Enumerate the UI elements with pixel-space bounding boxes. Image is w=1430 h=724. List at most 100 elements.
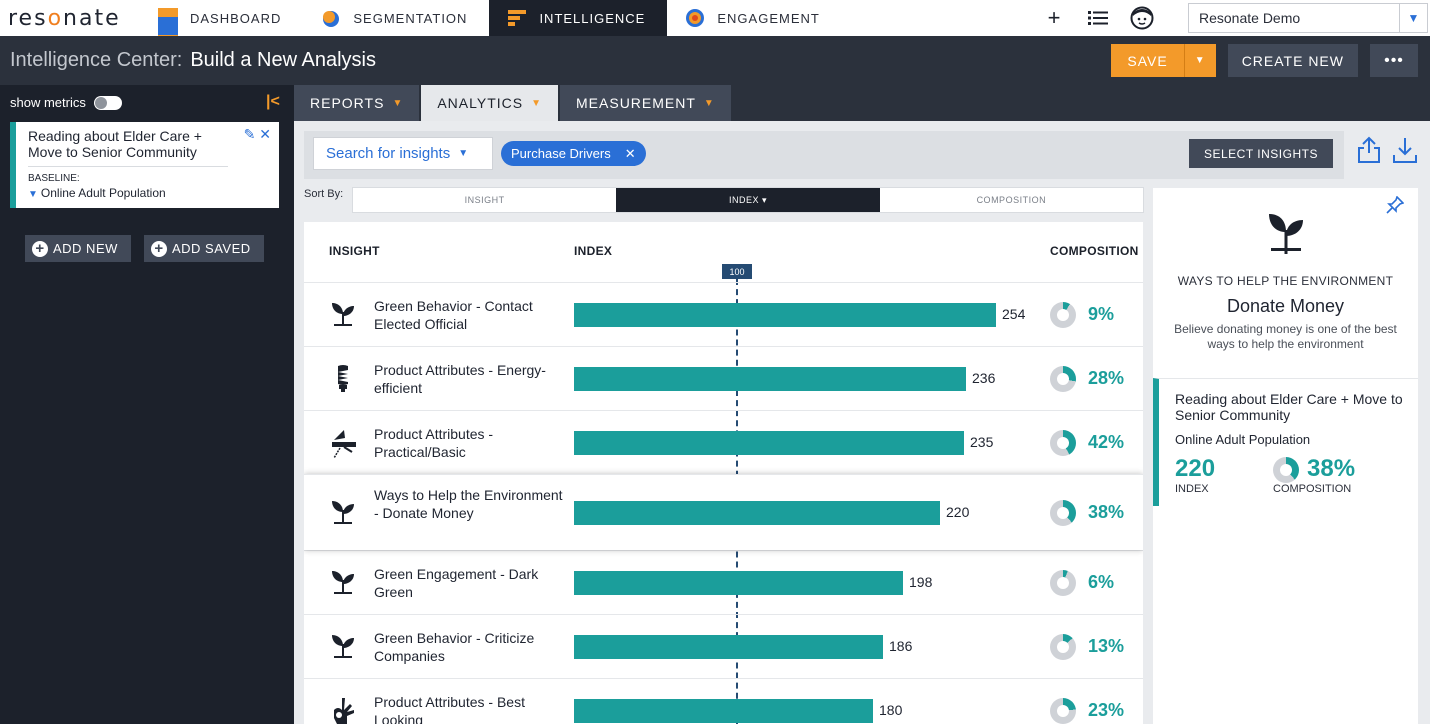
table-row[interactable]: Ways to Help the Environment - Donate Mo… — [304, 474, 1143, 550]
detail-title: Donate Money — [1226, 296, 1345, 316]
row-composition-value: 13% — [1088, 636, 1125, 656]
column-header-index[interactable]: INDEX — [574, 244, 613, 258]
table-row[interactable]: Product Attributes - Best Looking 180 23% — [304, 678, 1143, 724]
chevron-down-icon[interactable]: ▼ — [1399, 4, 1427, 32]
index-bar — [574, 571, 903, 595]
chevron-down-icon: ▼ — [703, 97, 715, 109]
lightbulb-icon — [330, 364, 360, 394]
show-metrics-toggle[interactable] — [93, 95, 122, 110]
row-index-value: 236 — [972, 370, 996, 386]
download-icon[interactable] — [1392, 136, 1418, 171]
plant-icon — [330, 632, 360, 662]
table-row[interactable]: Product Attributes - Energy-efficient 236… — [304, 346, 1143, 410]
table-row[interactable]: Green Behavior - Contact Elected Officia… — [304, 282, 1143, 346]
tab-label: MEASUREMENT — [576, 95, 696, 111]
composition-pie-icon — [1050, 698, 1076, 724]
add-new-label: ADD NEW — [53, 241, 118, 256]
row-insight-name: Product Attributes - Energy-efficient — [374, 362, 546, 396]
table-row[interactable]: Green Behavior - Criticize Companies 186 1… — [304, 614, 1143, 678]
row-insight-name: Product Attributes - Practical/Basic — [374, 426, 494, 460]
multitool-icon — [330, 428, 360, 459]
tab-measurement[interactable]: MEASUREMENT ▼ — [560, 85, 731, 121]
baseline-value[interactable]: ▼ Online Adult Population — [28, 186, 269, 200]
nav-tab-label: DASHBOARD — [190, 10, 282, 26]
collapse-sidebar-icon[interactable]: |< — [266, 93, 280, 110]
sort-insight[interactable]: INSIGHT — [353, 188, 617, 212]
index-bar — [574, 431, 964, 455]
table-row[interactable]: Green Engagement - Dark Green 198 6% — [304, 550, 1143, 614]
detail-description: Believe donating money is one of the bes… — [1174, 322, 1397, 351]
filter-chip-label: Purchase Drivers — [511, 146, 611, 161]
page-header: Intelligence Center: Build a New Analysi… — [0, 36, 1430, 85]
add-new-button[interactable]: + ADD NEW — [25, 235, 131, 262]
list-icon[interactable] — [1086, 6, 1110, 30]
remove-chip-icon[interactable]: ✕ — [624, 145, 636, 161]
close-icon[interactable]: ✕ — [259, 126, 271, 142]
composition-pie-icon — [1050, 366, 1076, 392]
more-options-button[interactable]: ••• — [1370, 44, 1418, 77]
sort-composition[interactable]: COMPOSITION — [879, 188, 1143, 212]
baseline-value-text: Online Adult Population — [40, 186, 166, 200]
main-content: Search for insights ▼ Purchase Drivers ✕… — [294, 121, 1430, 724]
edit-pencil-icon[interactable]: ✎ — [243, 126, 256, 142]
caret-down-icon: ▼ — [28, 189, 38, 200]
plus-circle-icon: + — [32, 240, 48, 257]
sub-tabs: REPORTS ▼ ANALYTICS ▼ MEASUREMENT ▼ — [294, 85, 1430, 121]
composition-pie-icon — [1050, 500, 1076, 526]
plus-circle-icon: + — [151, 240, 167, 257]
plant-icon — [1265, 210, 1307, 261]
resonate-logo[interactable]: resonate — [8, 5, 121, 31]
filter-chip[interactable]: Purchase Drivers ✕ — [501, 141, 646, 166]
select-insights-button[interactable]: SELECT INSIGHTS — [1189, 139, 1333, 168]
index-bar — [574, 635, 883, 659]
column-header-insight[interactable]: INSIGHT — [329, 244, 380, 258]
index-100-marker: 100 — [722, 264, 752, 279]
tab-label: ANALYTICS — [437, 95, 524, 111]
segmentation-icon — [321, 8, 341, 28]
intelligence-icon — [507, 8, 527, 28]
nav-tab-dashboard[interactable]: DASHBOARD — [140, 0, 303, 44]
nav-tab-intelligence[interactable]: INTELLIGENCE — [489, 0, 668, 36]
filter-bar: Search for insights ▼ Purchase Drivers ✕… — [304, 131, 1344, 179]
composition-pie-icon — [1050, 430, 1076, 456]
pin-icon[interactable] — [1386, 195, 1405, 219]
account-select[interactable]: Resonate Demo ▼ — [1188, 3, 1428, 33]
detail-composition-value: 38% — [1307, 455, 1356, 482]
nav-tab-engagement[interactable]: ENGAGEMENT — [667, 0, 841, 36]
plus-icon[interactable]: + — [1047, 5, 1061, 30]
detail-index-value: 220 — [1175, 455, 1216, 482]
insight-detail-panel: WAYS TO HELP THE ENVIRONMENT Donate Mone… — [1153, 188, 1418, 724]
search-insights-dropdown[interactable]: Search for insights ▼ — [313, 137, 493, 170]
sort-index[interactable]: INDEX ▾ — [616, 188, 880, 212]
insights-table: INSIGHT INDEX COMPOSITION 100 Green Beha… — [304, 222, 1143, 724]
add-saved-button[interactable]: + ADD SAVED — [144, 235, 264, 262]
row-composition-value: 6% — [1088, 572, 1115, 592]
user-avatar-icon[interactable] — [1130, 6, 1154, 30]
audience-card[interactable]: Reading about Elder Care + Move to Senio… — [10, 122, 279, 208]
save-button[interactable]: SAVE — [1127, 52, 1168, 69]
page-title: Build a New Analysis — [190, 49, 376, 71]
plant-icon — [330, 498, 360, 528]
column-header-composition[interactable]: COMPOSITION — [1050, 244, 1139, 258]
row-insight-name: Green Behavior - Criticize Companies — [374, 630, 535, 664]
ok-hand-icon — [330, 696, 360, 724]
save-dropdown-icon[interactable]: ▼ — [1183, 44, 1216, 77]
tab-label: REPORTS — [310, 95, 385, 111]
row-index-value: 254 — [1002, 306, 1026, 322]
nav-tab-segmentation[interactable]: SEGMENTATION — [303, 0, 489, 36]
chevron-down-icon: ▼ — [531, 97, 543, 109]
row-composition-value: 28% — [1088, 368, 1125, 388]
show-metrics: show metrics — [10, 95, 122, 110]
row-composition-value: 23% — [1088, 700, 1125, 720]
tab-reports[interactable]: REPORTS ▼ — [294, 85, 420, 121]
row-index-value: 220 — [946, 504, 970, 520]
tab-analytics[interactable]: ANALYTICS ▼ — [421, 85, 559, 121]
show-metrics-label: show metrics — [10, 95, 86, 110]
row-composition-value: 9% — [1088, 304, 1115, 324]
share-icon[interactable] — [1357, 136, 1381, 171]
create-new-button[interactable]: CREATE NEW — [1227, 44, 1358, 77]
detail-baseline: Online Adult Population — [1175, 432, 1311, 447]
row-insight-name: Product Attributes - Best Looking — [374, 694, 525, 724]
nav-tab-label: SEGMENTATION — [353, 10, 468, 26]
table-row[interactable]: Product Attributes - Practical/Basic 235 4… — [304, 410, 1143, 474]
